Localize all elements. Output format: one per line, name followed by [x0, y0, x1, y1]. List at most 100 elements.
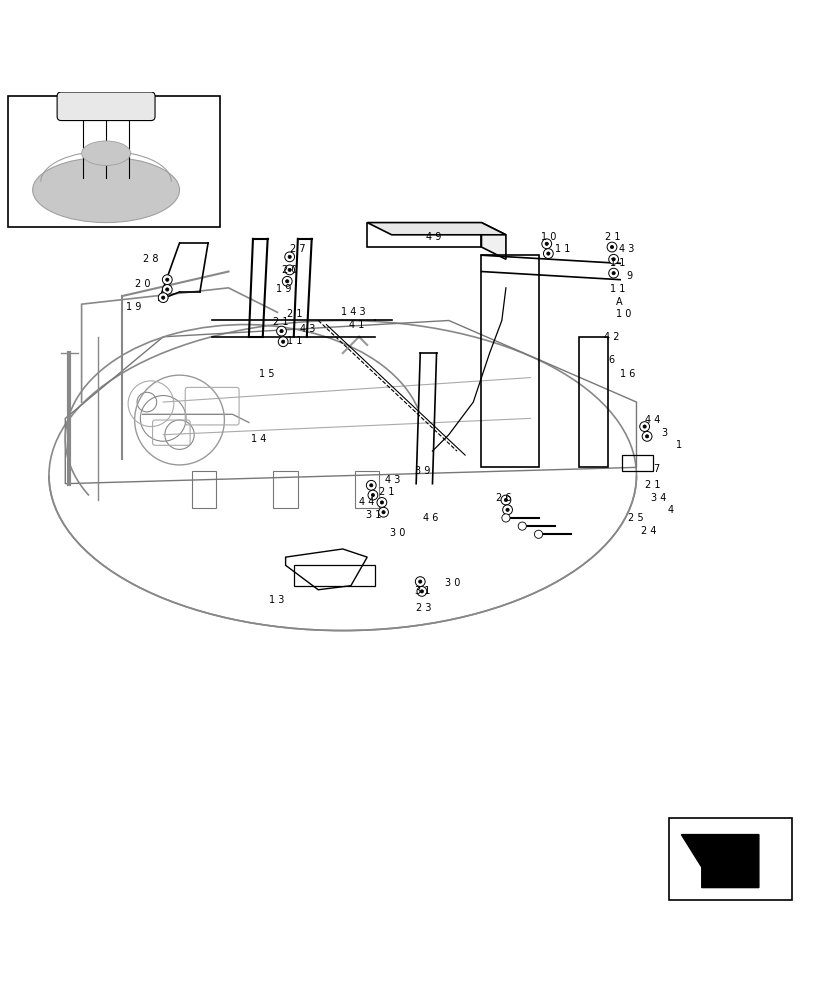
Circle shape [506, 508, 509, 511]
Circle shape [162, 296, 165, 299]
Text: 4 4: 4 4 [359, 497, 375, 507]
Bar [8, 96, 220, 227]
Polygon shape [367, 223, 481, 247]
Text: 1 1: 1 1 [287, 336, 303, 346]
Text: 6: 6 [608, 355, 614, 365]
Polygon shape [367, 223, 506, 235]
Text: 1 1: 1 1 [555, 244, 570, 254]
Circle shape [503, 505, 512, 515]
Circle shape [640, 422, 650, 431]
Circle shape [610, 245, 614, 249]
Text: 7: 7 [653, 464, 659, 474]
Circle shape [612, 272, 615, 275]
Text: 4 2: 4 2 [604, 332, 619, 342]
Circle shape [612, 258, 615, 261]
Circle shape [545, 242, 548, 245]
Text: 4 9: 4 9 [426, 232, 441, 242]
Text: 3 9: 3 9 [415, 466, 430, 476]
Text: 1 1: 1 1 [610, 258, 626, 268]
Circle shape [382, 511, 385, 514]
Circle shape [285, 252, 295, 262]
Text: 1 4 3: 1 4 3 [341, 307, 366, 317]
FancyBboxPatch shape [57, 92, 155, 121]
Circle shape [377, 498, 387, 507]
Circle shape [607, 242, 617, 252]
Circle shape [504, 498, 508, 502]
Ellipse shape [82, 141, 131, 165]
Circle shape [280, 329, 283, 333]
Circle shape [282, 276, 292, 286]
Text: 9: 9 [627, 271, 633, 281]
Text: 1 0: 1 0 [541, 232, 557, 242]
Text: 2 1: 2 1 [605, 232, 621, 242]
Circle shape [420, 590, 424, 593]
Circle shape [288, 255, 291, 258]
Circle shape [643, 425, 646, 428]
Text: 2 3: 2 3 [416, 603, 432, 613]
Text: 4 3: 4 3 [385, 475, 401, 485]
Circle shape [502, 514, 510, 522]
Circle shape [645, 435, 649, 438]
Text: 3 4: 3 4 [651, 493, 667, 503]
Circle shape [278, 337, 288, 347]
Circle shape [419, 580, 422, 583]
Circle shape [501, 495, 511, 505]
Text: 2 1: 2 1 [273, 317, 289, 327]
Circle shape [166, 278, 169, 281]
Text: 2 8: 2 8 [143, 254, 158, 264]
Text: 1: 1 [676, 440, 682, 450]
Circle shape [547, 252, 550, 255]
Text: 2 6: 2 6 [496, 493, 512, 503]
Polygon shape [681, 835, 759, 888]
Text: 2 5: 2 5 [628, 513, 644, 523]
Text: 1 9: 1 9 [276, 284, 291, 294]
Text: 1 6: 1 6 [620, 369, 636, 379]
Text: 4 3: 4 3 [619, 244, 634, 254]
Circle shape [642, 431, 652, 441]
Text: 1 0: 1 0 [616, 309, 632, 319]
Circle shape [609, 254, 619, 264]
Text: 4: 4 [667, 505, 674, 515]
Circle shape [379, 507, 388, 517]
Text: 3 1: 3 1 [366, 510, 381, 520]
Circle shape [277, 326, 286, 336]
Circle shape [368, 490, 378, 500]
Polygon shape [481, 223, 506, 259]
Circle shape [162, 285, 172, 294]
Text: 2 0: 2 0 [282, 265, 297, 275]
Bar [273, 471, 298, 508]
Circle shape [534, 530, 543, 538]
Circle shape [417, 586, 427, 596]
Circle shape [518, 522, 526, 530]
Circle shape [286, 280, 289, 283]
Text: 3 1: 3 1 [415, 586, 430, 596]
Text: 1 1: 1 1 [610, 284, 626, 294]
Circle shape [542, 239, 552, 249]
Text: A: A [616, 297, 623, 307]
Circle shape [370, 484, 373, 487]
Text: 3 0: 3 0 [390, 528, 406, 538]
Text: 2 7: 2 7 [290, 244, 305, 254]
Text: 2 0: 2 0 [135, 279, 150, 289]
Text: 2 4: 2 4 [641, 526, 656, 536]
Circle shape [285, 265, 295, 275]
Circle shape [162, 275, 172, 285]
Text: 2 1: 2 1 [645, 480, 660, 490]
Circle shape [288, 268, 291, 272]
Text: 3: 3 [661, 428, 667, 438]
Circle shape [415, 577, 425, 586]
Text: 1 9: 1 9 [126, 302, 142, 312]
Text: 1 3: 1 3 [269, 595, 285, 605]
Text: 4 6: 4 6 [423, 513, 438, 523]
Circle shape [371, 493, 375, 497]
Circle shape [543, 249, 553, 258]
Text: 4 3: 4 3 [300, 324, 316, 334]
Text: 1 4: 1 4 [251, 434, 267, 444]
Circle shape [166, 288, 169, 291]
Text: 4 1: 4 1 [349, 320, 365, 330]
Circle shape [282, 340, 285, 343]
Circle shape [158, 293, 168, 303]
Circle shape [609, 268, 619, 278]
Text: 3 0: 3 0 [445, 578, 460, 588]
Text: 2 1: 2 1 [287, 309, 303, 319]
